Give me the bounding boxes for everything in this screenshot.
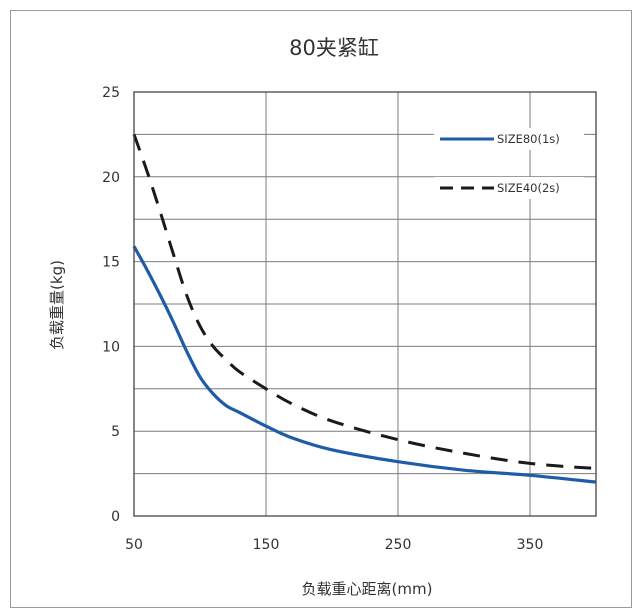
y-tick-label: 5 [111, 424, 120, 440]
chart-title: 80夹紧缸 [289, 36, 379, 60]
grid [134, 92, 596, 516]
x-tick-label: 250 [385, 537, 412, 553]
x-axis-label: 负载重心距离(mm) [302, 580, 433, 598]
series-line-dashed [132, 133, 597, 471]
legend-label: SIZE80(1s) [497, 132, 560, 146]
y-axis-label: 负载重量(kg) [48, 260, 66, 350]
series-lines [132, 133, 597, 484]
axes: 0 5 10 15 20 25 50 150 250 350 [102, 85, 597, 553]
y-tick-label: 25 [102, 85, 120, 101]
x-tick-label: 50 [125, 537, 143, 553]
plot-border [133, 91, 597, 517]
y-tick-label: 20 [102, 170, 120, 186]
y-tick-label: 15 [102, 255, 120, 271]
legend-bg [434, 128, 584, 150]
y-tick-label: 0 [111, 509, 120, 525]
x-tick-label: 350 [517, 537, 544, 553]
y-tick-label: 10 [102, 339, 120, 355]
series-line-solid [132, 245, 597, 484]
legend-label: SIZE40(2s) [497, 181, 560, 195]
x-tick-label: 150 [253, 537, 280, 553]
legend: SIZE80(1s) SIZE40(2s) [434, 128, 584, 199]
legend-bg [434, 177, 584, 199]
